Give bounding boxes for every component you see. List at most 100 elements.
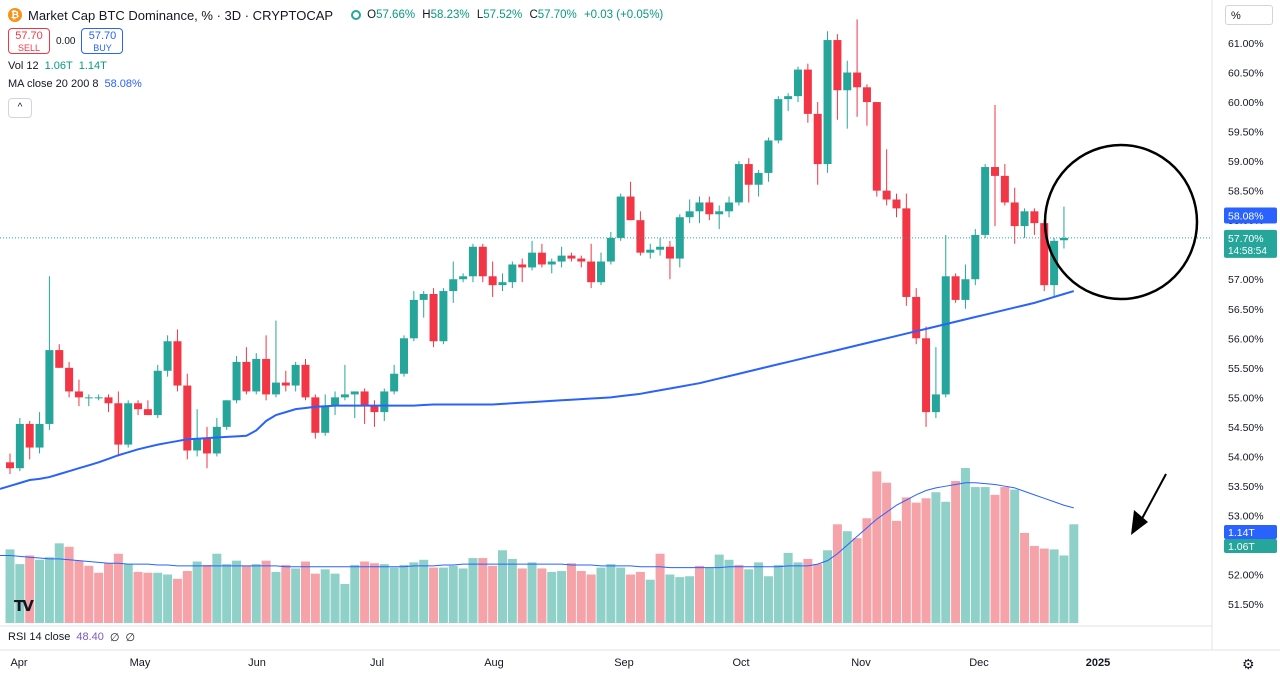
volume-bar <box>1029 545 1039 623</box>
volume-bar <box>921 498 931 623</box>
candle-body <box>823 40 832 165</box>
candle <box>74 379 83 407</box>
candle-body <box>419 294 428 300</box>
time-axis[interactable]: Apr May Jun Jul Aug Sep Oct Nov Dec 2025 <box>0 649 1280 669</box>
candle-body <box>45 350 54 424</box>
gear-icon[interactable]: ⚙ <box>1242 656 1255 672</box>
annotation-arrow-shaft <box>1137 473 1167 527</box>
time-tick-label: Nov <box>851 657 871 669</box>
volume-bar <box>645 579 655 623</box>
ma-indicator-legend[interactable]: MA close 20 200 8 58.08% <box>8 78 142 90</box>
volume-bar <box>202 564 212 623</box>
candle-body <box>853 72 862 88</box>
volume-bar <box>153 572 163 623</box>
volume-bar <box>892 520 901 623</box>
ohlc-values: O57.66% H58.23% L57.52% C57.70% +0.03 (+… <box>367 9 664 21</box>
rsi-indicator-legend[interactable]: RSI 14 close 48.40 ∅ ∅ <box>8 631 136 644</box>
countdown-label: 14:58:54 <box>1228 246 1267 257</box>
candle <box>528 240 537 271</box>
price-axis[interactable]: 61.00% 60.50% 60.00% 59.50% 59.00% 58.50% 58.0… <box>1211 0 1280 650</box>
candle-body <box>991 167 999 176</box>
candle <box>981 164 990 238</box>
candle <box>498 273 507 292</box>
buy-button[interactable]: 57.70 BUY <box>81 28 124 54</box>
unit-selector[interactable]: % <box>1225 5 1273 25</box>
volume-bar <box>232 560 242 623</box>
candle-body <box>340 394 349 398</box>
candle-body <box>675 217 684 259</box>
candle-body <box>833 40 842 91</box>
volume-bar <box>842 531 852 623</box>
candle-body <box>606 237 615 262</box>
candle-body <box>429 294 438 342</box>
candle <box>685 199 694 224</box>
volume-bar <box>872 471 882 623</box>
candle-body <box>656 246 665 250</box>
candle <box>252 353 261 395</box>
tradingview-logo: TV <box>14 597 34 615</box>
candle <box>271 320 280 398</box>
candle-body <box>626 196 635 221</box>
candle-body <box>459 276 468 280</box>
volume-bar <box>468 558 478 623</box>
candle <box>508 261 517 289</box>
symbol-title[interactable]: Market Cap BTC Dominance, % · 3D · CRYPT… <box>28 7 334 23</box>
volume-bar <box>84 565 94 623</box>
candle-body <box>872 102 881 191</box>
volume-bar <box>35 559 45 623</box>
volume-bar <box>379 564 389 623</box>
candle <box>468 243 477 283</box>
price-tick-label: 61.00% <box>1228 38 1264 50</box>
candle <box>626 181 635 221</box>
volume-indicator-legend[interactable]: Vol 12 1.06T 1.14T <box>8 60 107 72</box>
volume-bar <box>458 568 468 623</box>
candle-body <box>794 69 802 97</box>
candle <box>1059 206 1068 249</box>
candle-body <box>1050 240 1059 286</box>
volume-bar <box>133 571 143 623</box>
candle <box>616 193 625 241</box>
candle <box>291 361 300 392</box>
candle <box>390 364 399 395</box>
candle-body <box>1010 202 1019 227</box>
candle-body <box>271 382 280 395</box>
volume-bar <box>557 571 567 623</box>
candle-body <box>143 409 152 416</box>
volume-bar <box>281 564 291 623</box>
candle <box>311 394 320 439</box>
price-tick-label: 53.00% <box>1228 510 1264 522</box>
collapse-legend-button[interactable]: ^ <box>8 98 32 118</box>
volume-bar <box>537 568 547 623</box>
volume-pane <box>0 468 1079 623</box>
candle-body <box>193 438 202 451</box>
volume-bar <box>438 567 448 623</box>
volume-bar <box>901 497 911 623</box>
volume-bar <box>192 561 202 623</box>
candle-body <box>390 373 399 392</box>
sell-button[interactable]: 57.70 SELL <box>8 28 50 54</box>
candle <box>1030 208 1039 235</box>
volume-bar <box>271 571 281 623</box>
volume-bar <box>547 571 557 623</box>
candle-body <box>370 406 379 413</box>
candle-body <box>518 264 527 268</box>
volume-bar <box>685 576 695 623</box>
candle <box>1050 237 1059 297</box>
volume-bar <box>616 567 626 623</box>
volume-bar <box>291 568 301 623</box>
volume-bar <box>212 553 222 623</box>
volume-bar <box>1000 487 1010 623</box>
candle <box>409 291 418 342</box>
volume-tag <box>1224 539 1277 553</box>
candle <box>961 264 970 309</box>
candle <box>15 418 24 472</box>
candle-body <box>715 211 724 215</box>
candle <box>912 288 921 345</box>
candle <box>173 329 182 392</box>
candle <box>675 214 684 268</box>
candle-body <box>951 276 960 300</box>
candle <box>833 34 842 120</box>
time-tick-label: 2025 <box>1086 657 1110 669</box>
volume-ma-tag <box>1224 525 1277 539</box>
